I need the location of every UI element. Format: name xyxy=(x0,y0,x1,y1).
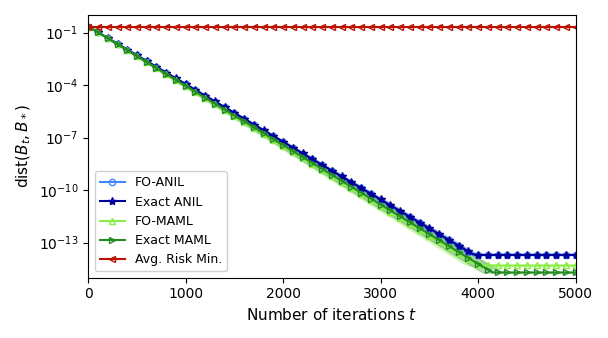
Exact ANIL xyxy=(426,226,433,231)
FO-MAML xyxy=(377,203,384,208)
Exact ANIL xyxy=(119,45,126,49)
Avg. Risk Min. xyxy=(207,24,214,28)
X-axis label: Number of iterations $t$: Number of iterations $t$ xyxy=(246,307,418,323)
FO-MAML xyxy=(450,248,457,252)
Exact ANIL xyxy=(377,197,384,201)
FO-MAML xyxy=(426,234,433,238)
FO-ANIL xyxy=(426,227,433,231)
Exact MAML xyxy=(450,247,457,251)
Legend: FO-ANIL, Exact ANIL, FO-MAML, Exact MAML, Avg. Risk Min.: FO-ANIL, Exact ANIL, FO-MAML, Exact MAML… xyxy=(94,171,227,271)
Line: Avg. Risk Min.: Avg. Risk Min. xyxy=(85,23,579,30)
Y-axis label: dist$(B_t, B_*)$: dist$(B_t, B_*)$ xyxy=(15,104,33,188)
Avg. Risk Min. xyxy=(426,24,433,28)
Exact MAML xyxy=(119,45,126,49)
FO-ANIL xyxy=(572,253,579,257)
Line: FO-MAML: FO-MAML xyxy=(85,23,579,269)
Avg. Risk Min. xyxy=(85,24,92,28)
Avg. Risk Min. xyxy=(377,24,384,28)
Exact ANIL xyxy=(85,24,92,28)
FO-ANIL xyxy=(119,45,126,49)
Avg. Risk Min. xyxy=(450,24,457,28)
Avg. Risk Min. xyxy=(309,24,316,28)
Line: FO-ANIL: FO-ANIL xyxy=(85,23,579,258)
FO-ANIL xyxy=(85,24,92,28)
FO-MAML xyxy=(479,263,486,267)
Exact MAML xyxy=(489,270,496,274)
Exact MAML xyxy=(309,161,316,165)
Exact ANIL xyxy=(474,253,482,257)
Exact ANIL xyxy=(572,253,579,257)
FO-MAML xyxy=(119,45,126,49)
Exact ANIL xyxy=(207,97,214,101)
Line: Exact MAML: Exact MAML xyxy=(85,23,579,275)
Exact ANIL xyxy=(450,241,457,245)
FO-ANIL xyxy=(474,253,482,257)
Exact ANIL xyxy=(309,157,316,161)
Avg. Risk Min. xyxy=(572,24,579,28)
FO-ANIL xyxy=(309,158,316,162)
FO-MAML xyxy=(309,162,316,166)
Exact MAML xyxy=(377,202,384,207)
Exact MAML xyxy=(207,99,214,103)
FO-ANIL xyxy=(450,241,457,245)
Exact MAML xyxy=(85,24,92,28)
Avg. Risk Min. xyxy=(119,24,126,28)
Line: Exact ANIL: Exact ANIL xyxy=(84,22,579,259)
Exact MAML xyxy=(572,270,579,274)
FO-ANIL xyxy=(377,198,384,202)
FO-MAML xyxy=(85,24,92,28)
Exact MAML xyxy=(426,232,433,236)
FO-MAML xyxy=(207,99,214,103)
FO-MAML xyxy=(572,263,579,267)
FO-ANIL xyxy=(207,97,214,101)
